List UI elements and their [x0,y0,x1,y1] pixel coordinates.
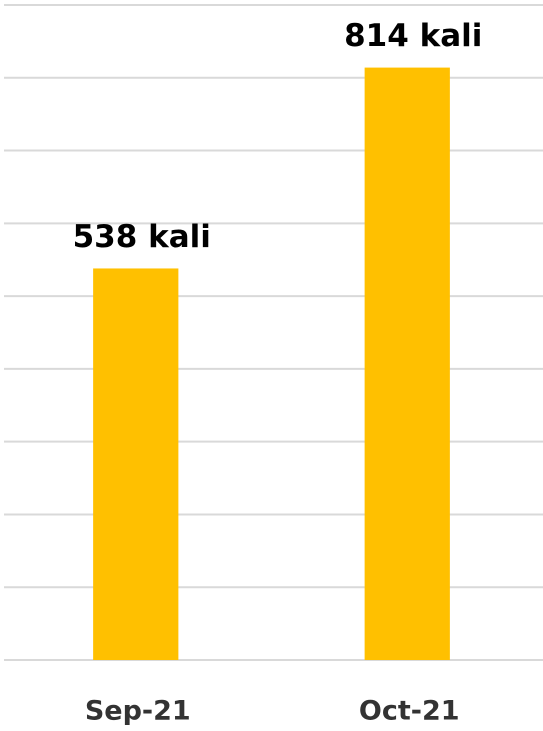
bar [93,268,179,660]
x-tick-label: Oct-21 [359,696,460,727]
value-label: 814 kali [344,18,482,54]
value-label: 538 kali [73,219,211,255]
x-tick-label: Sep-21 [85,696,191,727]
bar [364,67,450,661]
